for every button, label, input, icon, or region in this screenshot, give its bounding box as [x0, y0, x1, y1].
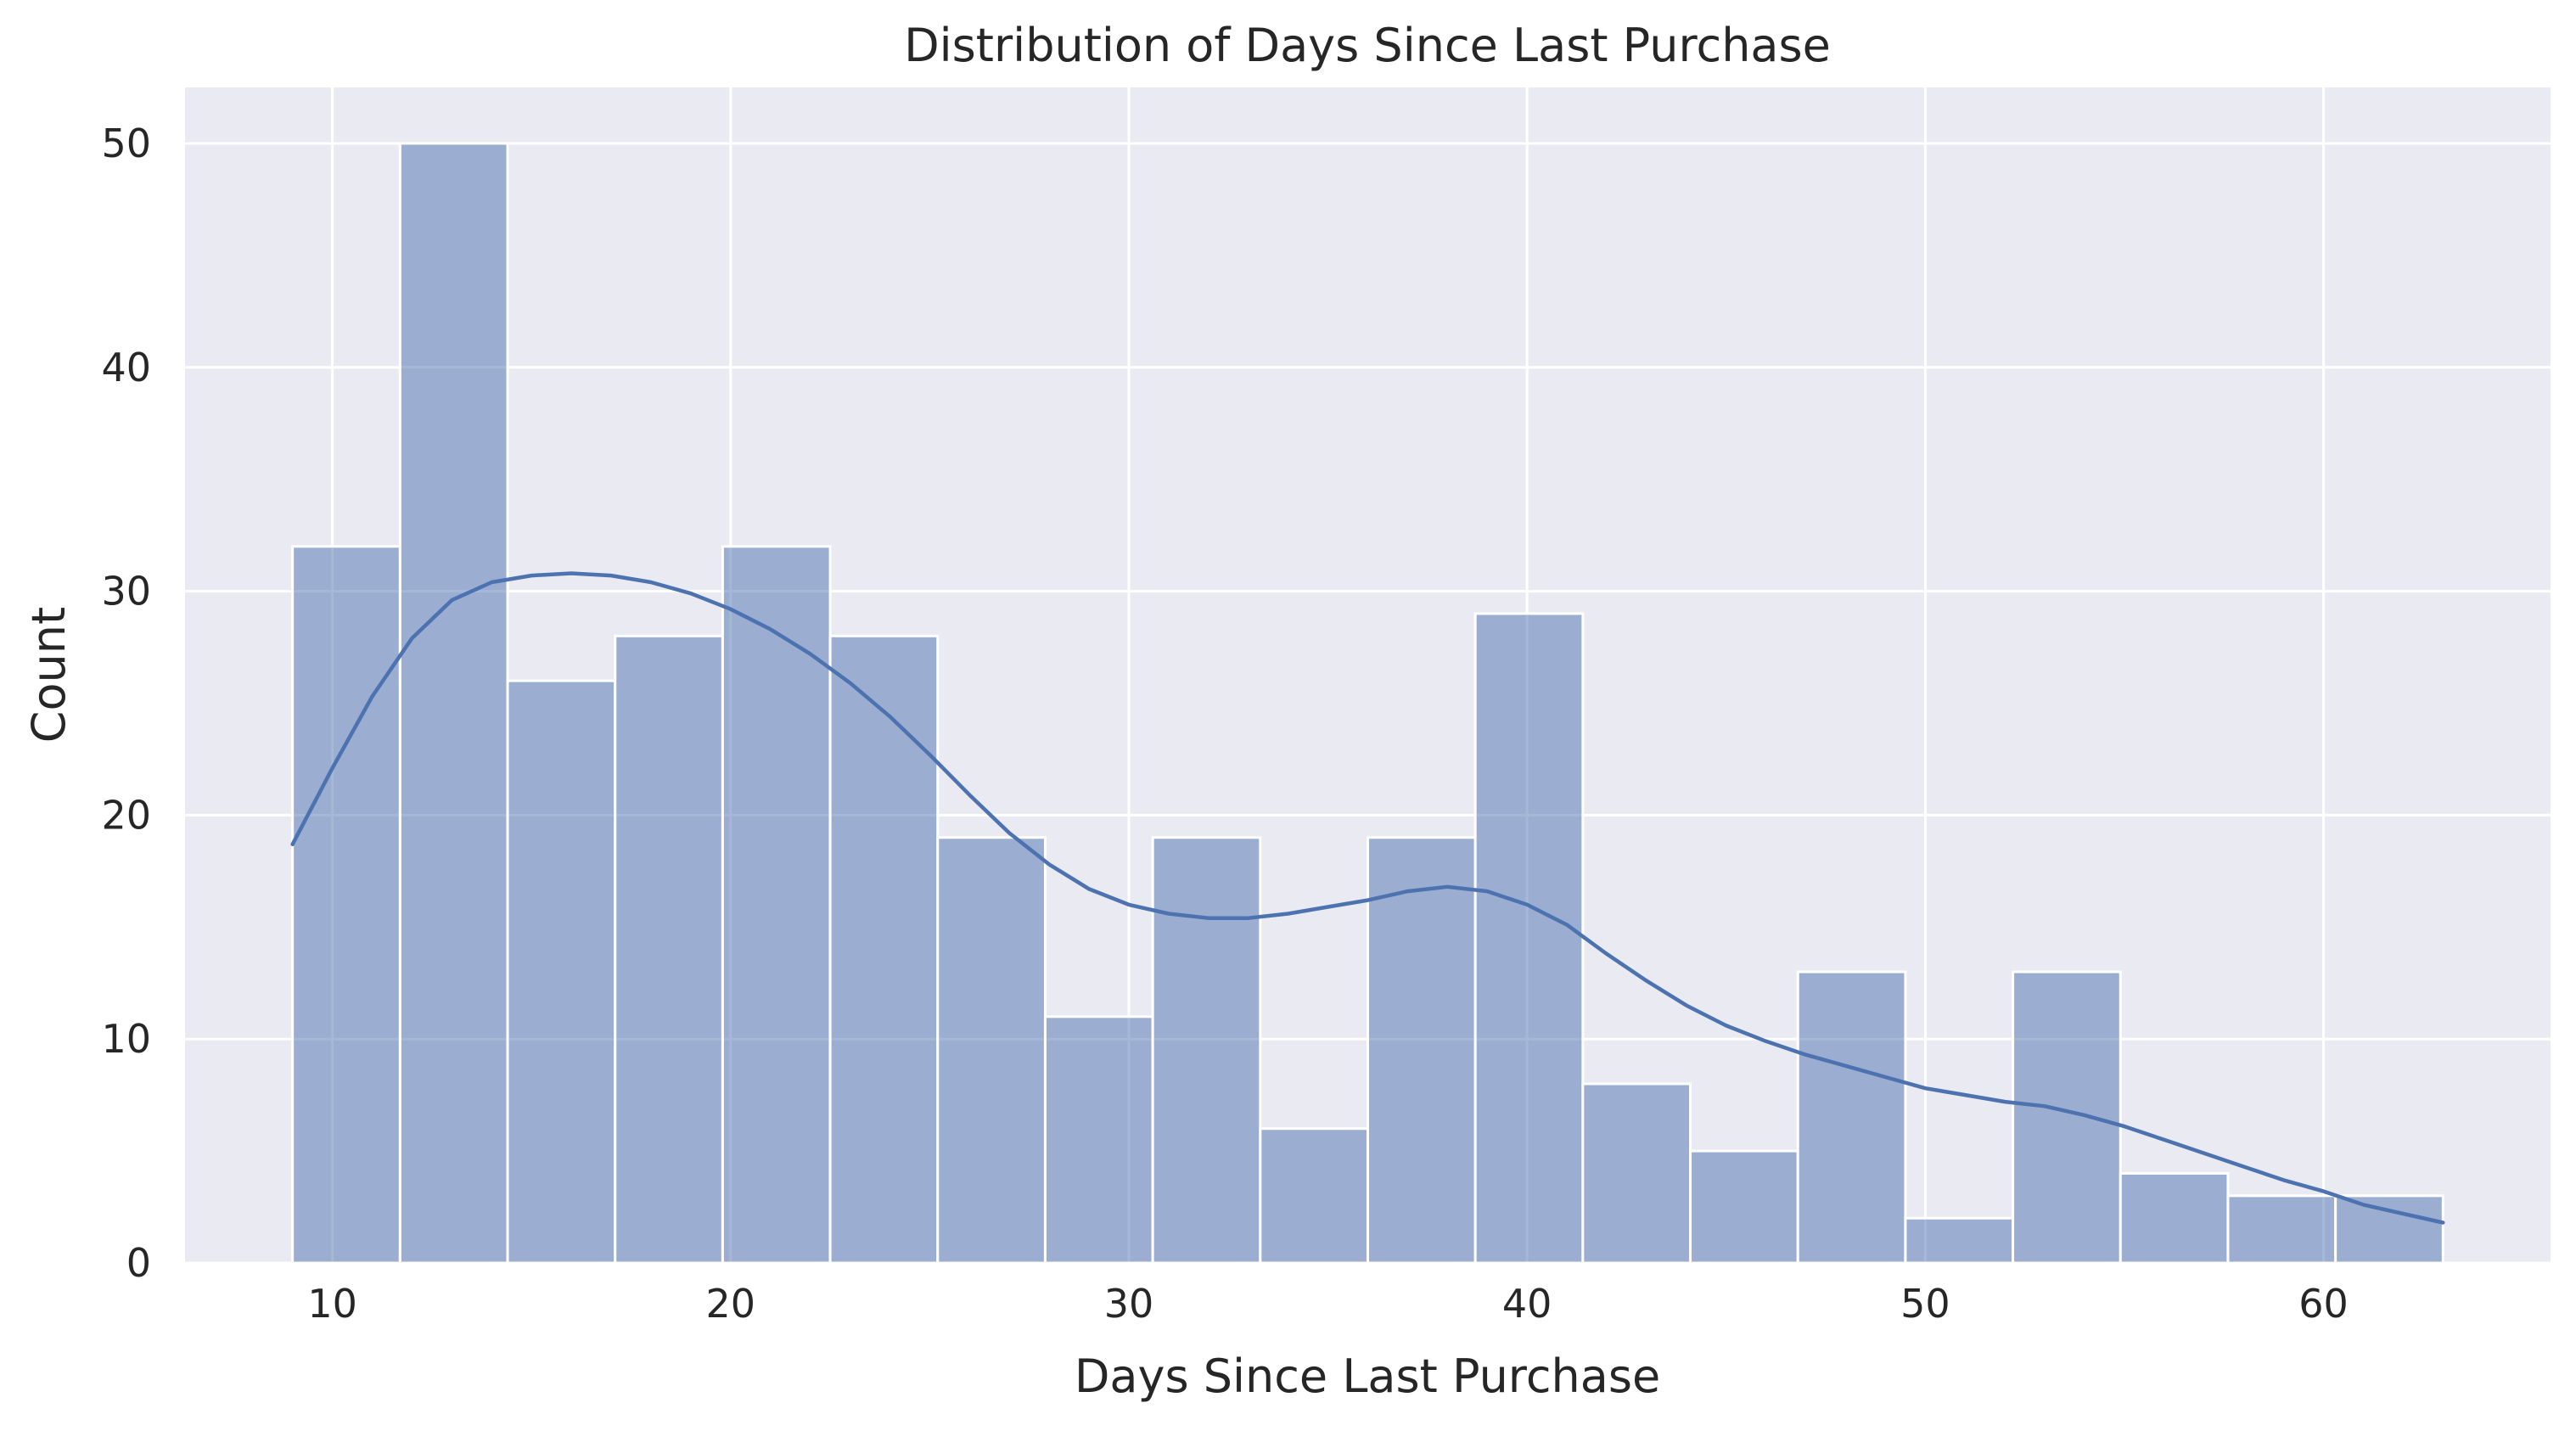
histogram-bar	[2226, 1194, 2337, 1265]
y-axis-label: Count	[22, 607, 76, 743]
x-axis-label: Days Since Last Purchase	[1075, 1350, 1660, 1403]
histogram-bars	[291, 142, 2444, 1265]
histogram-bar	[828, 634, 940, 1265]
y-tick-label: 20	[101, 792, 151, 838]
histogram-bar	[1689, 1149, 1799, 1265]
histogram-bar	[2334, 1194, 2444, 1265]
x-tick-label: 30	[1104, 1281, 1154, 1327]
chart-title: Distribution of Days Since Last Purchase	[904, 19, 1831, 72]
x-tick-label: 60	[2298, 1281, 2349, 1327]
histogram-bar	[1796, 970, 1907, 1265]
histogram-bar	[1151, 836, 1262, 1265]
y-tick-labels: 0 10 20 30 40 50	[101, 121, 151, 1286]
y-tick-label: 30	[101, 569, 151, 614]
x-tick-label: 20	[706, 1281, 756, 1327]
x-tick-labels: 10 20 30 40 50 60	[307, 1281, 2349, 1327]
histogram-bar	[291, 545, 401, 1265]
y-tick-label: 40	[101, 345, 151, 390]
histogram-bar	[506, 679, 617, 1265]
x-tick-label: 50	[1900, 1281, 1950, 1327]
y-tick-label: 0	[126, 1240, 151, 1286]
histogram-bar	[1259, 1127, 1370, 1265]
x-tick-label: 40	[1502, 1281, 1552, 1327]
y-tick-label: 50	[101, 121, 151, 166]
kde-curve	[290, 571, 2445, 1225]
histogram-bar	[1904, 1216, 2015, 1265]
histogram-bar	[1367, 836, 1477, 1265]
histogram-bar	[398, 142, 509, 1265]
histogram-bar	[2119, 1171, 2230, 1265]
histogram-bar	[1473, 612, 1585, 1265]
x-tick-label: 10	[307, 1281, 357, 1327]
histogram-bar	[1581, 1082, 1692, 1265]
histogram-bar	[2012, 970, 2122, 1265]
y-tick-label: 10	[101, 1016, 151, 1062]
histogram-bar	[936, 836, 1047, 1265]
histogram-bar	[614, 634, 724, 1265]
histogram-bar	[721, 545, 832, 1265]
histogram-bar	[1043, 1015, 1154, 1265]
